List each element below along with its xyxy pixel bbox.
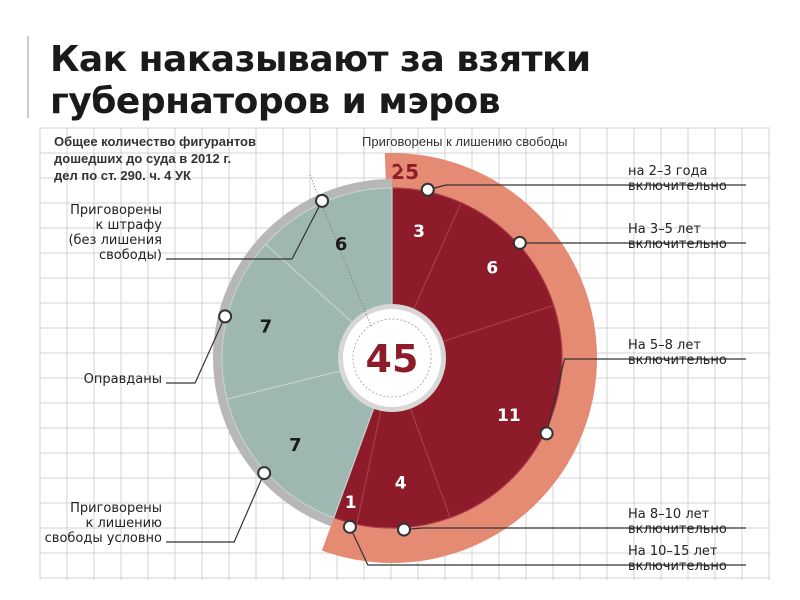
slice-marker-6 bbox=[218, 309, 233, 324]
leader-line-5 bbox=[166, 472, 265, 543]
slice-marker-1 bbox=[512, 235, 527, 250]
outer-ring-marker bbox=[397, 161, 409, 170]
slice-value-4: 1 bbox=[345, 493, 357, 513]
subtitle-leader bbox=[309, 174, 373, 329]
title-line-2: губернаторов и мэров bbox=[50, 81, 500, 122]
slice-marker-0 bbox=[420, 182, 435, 197]
slice-marker-3 bbox=[396, 522, 411, 537]
center-hub-dashed bbox=[352, 318, 432, 398]
slice-label-5: Приговорены к лишению свободы условно bbox=[45, 501, 162, 546]
slice-label-3: На 8–10 лет включительно bbox=[628, 507, 727, 537]
slice-value-1: 6 bbox=[486, 259, 498, 279]
total-value: 45 bbox=[366, 337, 419, 381]
slice-marker-5 bbox=[257, 466, 272, 481]
slice-value-6: 7 bbox=[260, 317, 273, 338]
outer-ring-label: Приговорены к лишению свободы bbox=[362, 134, 568, 149]
slice-label-1: На 3–5 лет включительно bbox=[628, 222, 727, 252]
slice-marker-4 bbox=[342, 519, 357, 534]
center-hub bbox=[343, 309, 441, 407]
slice-marker-7 bbox=[315, 193, 330, 208]
slice-value-7: 6 bbox=[335, 234, 348, 255]
slice-value-0: 3 bbox=[413, 222, 425, 242]
slice-value-5: 7 bbox=[289, 435, 302, 456]
subtitle-line-1: Общее количество фигурантов bbox=[54, 134, 256, 149]
leader-line-2 bbox=[546, 358, 746, 434]
leader-line-6 bbox=[166, 316, 226, 384]
slice-label-0: на 2–3 года включительно bbox=[628, 164, 727, 194]
slice-label-7: Приговорены к штрафу (без лишения свободы) bbox=[68, 203, 162, 263]
leader-line-7 bbox=[166, 200, 323, 260]
title-line-1: Как наказывают за взятки bbox=[50, 39, 591, 80]
leader-line-4 bbox=[349, 526, 746, 566]
subtitle-line-3: дел по ст. 290. ч. 4 УК bbox=[54, 168, 191, 183]
slice-value-2: 11 bbox=[497, 406, 521, 426]
slice-marker-2 bbox=[539, 426, 554, 441]
slice-label-2: На 5–8 лет включительно bbox=[628, 338, 727, 368]
slice-label-4: На 10–15 лет включительно bbox=[628, 544, 727, 574]
slice-label-6: Оправданы bbox=[84, 372, 162, 387]
slice-value-3: 4 bbox=[395, 474, 407, 494]
subtitle-line-2: дошедших до суда в 2012 г. bbox=[54, 151, 232, 166]
